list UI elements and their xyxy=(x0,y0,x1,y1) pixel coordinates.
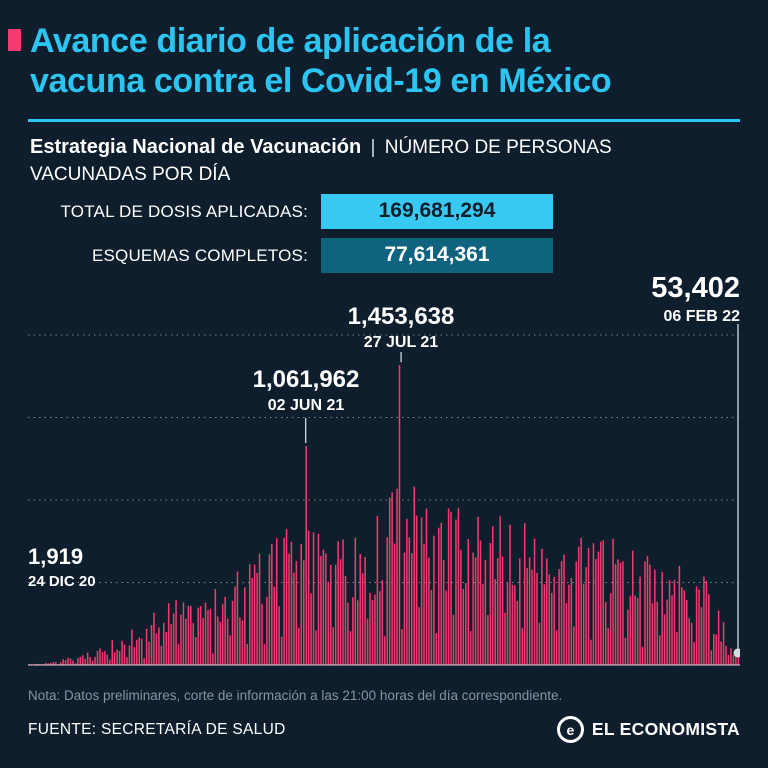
annotation-start-date: 24 DIC 20 xyxy=(28,573,96,590)
annotation-july-peak: 1,453,638 27 JUL 21 xyxy=(348,303,455,352)
subtitle-separator: | xyxy=(370,137,376,158)
page-title: Avance diario de aplicación de la vacuna… xyxy=(30,22,612,102)
chart-subtitle: Estrategia Nacional de Vacunación | NÚME… xyxy=(30,134,740,188)
stats-panel: TOTAL DE DOSIS APLICADAS: 169,681,294 ES… xyxy=(28,194,553,282)
annotation-june-peak: 1,061,962 02 JUN 21 xyxy=(253,366,360,415)
annotation-latest-value: 53,402 xyxy=(651,272,740,304)
el-economista-wordmark: EL ECONOMISTA xyxy=(591,719,740,739)
footnote: Nota: Datos preliminares, corte de infor… xyxy=(28,688,563,703)
annotation-july-date: 27 JUL 21 xyxy=(363,334,439,351)
stat-row-total-doses: TOTAL DE DOSIS APLICADAS: 169,681,294 xyxy=(28,194,553,229)
total-doses-value: 169,681,294 xyxy=(321,194,553,229)
subtitle-strategy-label: Estrategia Nacional de Vacunación xyxy=(30,136,362,158)
el-economista-logo-icon: e xyxy=(556,716,584,743)
vaccination-bar-chart: 1,919 24 DIC 20 1,061,962 02 JUN 21 1,45… xyxy=(28,272,740,670)
subtitle-measure-line1: NÚMERO DE PERSONAS xyxy=(384,137,612,158)
footer-bar: FUENTE: SECRETARÍA DE SALUD e EL ECONOMI… xyxy=(28,716,740,743)
el-economista-logo: e EL ECONOMISTA xyxy=(556,716,740,743)
annotation-july-value: 1,453,638 xyxy=(347,303,455,330)
subtitle-measure-line2: VACUNADAS POR DÍA xyxy=(30,164,231,185)
complete-schemes-value: 77,614,361 xyxy=(321,238,553,273)
header: Avance diario de aplicación de la vacuna… xyxy=(8,22,740,102)
annotation-latest-point: 53,402 06 FEB 22 xyxy=(651,272,740,326)
total-doses-label: TOTAL DE DOSIS APLICADAS: xyxy=(60,201,308,221)
annotation-start-point: 1,919 24 DIC 20 xyxy=(28,544,96,590)
complete-schemes-label: ESQUEMAS COMPLETOS: xyxy=(91,245,308,265)
page-title-line1: Avance diario de aplicación de la xyxy=(30,22,551,60)
annotation-june-date: 02 JUN 21 xyxy=(267,397,345,414)
annotation-latest-date: 06 FEB 22 xyxy=(663,308,740,325)
bar-chart-canvas xyxy=(28,324,740,666)
page-title-line2: vacuna contra el Covid-19 en México xyxy=(30,61,612,100)
title-divider xyxy=(28,119,740,122)
annotation-june-value: 1,061,962 xyxy=(252,366,360,393)
annotation-start-value: 1,919 xyxy=(28,544,84,569)
stat-row-complete-schemes: ESQUEMAS COMPLETOS: 77,614,361 xyxy=(28,238,553,273)
pink-accent-square xyxy=(8,29,21,51)
source-label: FUENTE: SECRETARÍA DE SALUD xyxy=(28,720,286,738)
